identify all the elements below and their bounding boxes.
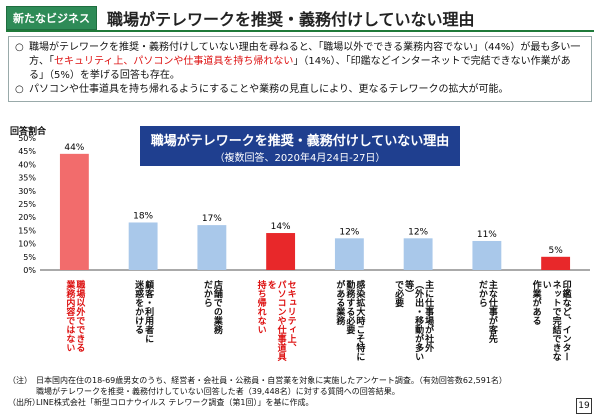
bar bbox=[59, 153, 89, 270]
y-tick-label: 20% bbox=[18, 213, 36, 222]
section-tag: 新たなビジネス bbox=[6, 6, 97, 30]
x-tick-label: 職場以外でできる 業務内容ではない bbox=[64, 280, 85, 352]
bar-value-label: 14% bbox=[271, 222, 291, 232]
notes: （注） 日本国内在住の18-69歳男女のうち、経営者・会社員・公務員・自営業を対象… bbox=[8, 375, 568, 408]
bar-value-label: 18% bbox=[133, 211, 153, 221]
bar-value-label: 17% bbox=[202, 214, 222, 224]
bar bbox=[197, 225, 227, 270]
bar bbox=[266, 233, 296, 270]
bullet-highlight: セキュリティ上、パソコンや仕事道具を持ち帰れない bbox=[54, 56, 294, 67]
bullet-item: ○ 職場がテレワークを推奨・義務付けしていない理由を尋ねると、「職場以外でできる… bbox=[15, 41, 585, 83]
x-tick-label: セキュリティ上、 パソコンや仕事道具を 持ち帰れない bbox=[255, 280, 296, 361]
note-row: （出所） LINE株式会社「新型コロナウイルス テレワーク調査（第1回）」を基に作… bbox=[8, 398, 314, 407]
bar-value-label: 12% bbox=[339, 227, 359, 237]
chart-title: 職場がテレワークを推奨・義務付けしていない理由 bbox=[150, 134, 450, 149]
x-tick-label: 感染拡大時こそ特に 勤務する必要 がある業務 bbox=[334, 280, 365, 361]
bullet-text: 職場がテレワークを推奨・義務付けしていない理由を尋ねると、「職場以外でできる業務… bbox=[29, 42, 581, 81]
x-tick-label: 主な仕事が客先 だから bbox=[476, 280, 497, 343]
bar-chart: 0% 5% 10% 15% 20% 25% 30% 35% 40% 45% 50% 44% 18% 17%… bbox=[18, 134, 590, 275]
x-tick-label: 顧客・利用者に 迷惑をかける bbox=[133, 280, 154, 343]
y-tick-label: 10% bbox=[18, 240, 36, 249]
bar-value-label: 12% bbox=[408, 227, 428, 237]
slide-title: 職場がテレワークを推奨・義務付けしていない理由 bbox=[107, 10, 475, 29]
bullet-item: ○ パソコンや仕事道具を持ち帰れるようにすることや業務の見直しにより、更なるテレ… bbox=[15, 83, 585, 97]
y-tick-label: 25% bbox=[18, 200, 36, 209]
bullet-circle-icon: ○ bbox=[15, 84, 24, 95]
chart-title-box: 職場がテレワークを推奨・義務付けしていない理由 （複数回答、2020年4月24日… bbox=[140, 126, 460, 166]
x-tick-label: 店舗での業務 だから bbox=[201, 280, 222, 334]
note-row: 職場がテレワークを推奨・義務付けしていない回答した者（39,448名）に対する質… bbox=[36, 387, 400, 396]
y-tick-label: 5% bbox=[23, 253, 36, 262]
y-tick-label: 45% bbox=[18, 147, 36, 156]
chart-subtitle: （複数回答、2020年4月24日-27日） bbox=[214, 153, 386, 164]
y-tick-label: 0% bbox=[23, 266, 36, 275]
y-axis-label: 回答割合 bbox=[10, 127, 47, 137]
bar bbox=[541, 256, 571, 270]
y-tick-label: 40% bbox=[18, 160, 36, 169]
y-tick-label: 50% bbox=[18, 134, 36, 143]
x-tick-label: 印鑑など、インター ネットで完結できない 作業がある bbox=[530, 280, 571, 361]
bar bbox=[334, 238, 364, 270]
slide-header: 新たなビジネス 職場がテレワークを推奨・義務付けしていない理由 bbox=[6, 6, 594, 32]
bar bbox=[472, 240, 502, 270]
page-number: 19 bbox=[576, 398, 592, 414]
summary-box: ○ 職場がテレワークを推奨・義務付けしていない理由を尋ねると、「職場以外でできる… bbox=[8, 36, 592, 102]
x-tick-label: 主に仕事場が社外 （外出・移動が多い等） で必要 bbox=[393, 280, 434, 361]
bar bbox=[128, 222, 158, 270]
bar-value-label: 11% bbox=[477, 230, 497, 240]
bar-value-label: 44% bbox=[64, 143, 84, 153]
y-tick-label: 30% bbox=[18, 187, 36, 196]
y-tick-label: 15% bbox=[18, 226, 36, 235]
bullet-text: パソコンや仕事道具を持ち帰れるようにすることや業務の見直しにより、更なるテレワー… bbox=[29, 84, 509, 95]
bar bbox=[403, 238, 433, 270]
bullet-circle-icon: ○ bbox=[15, 42, 24, 53]
y-tick-label: 35% bbox=[18, 174, 36, 183]
note-row: （注） 日本国内在住の18-69歳男女のうち、経営者・会社員・公務員・自営業を対象… bbox=[8, 376, 507, 385]
bar-value-label: 5% bbox=[548, 246, 563, 256]
